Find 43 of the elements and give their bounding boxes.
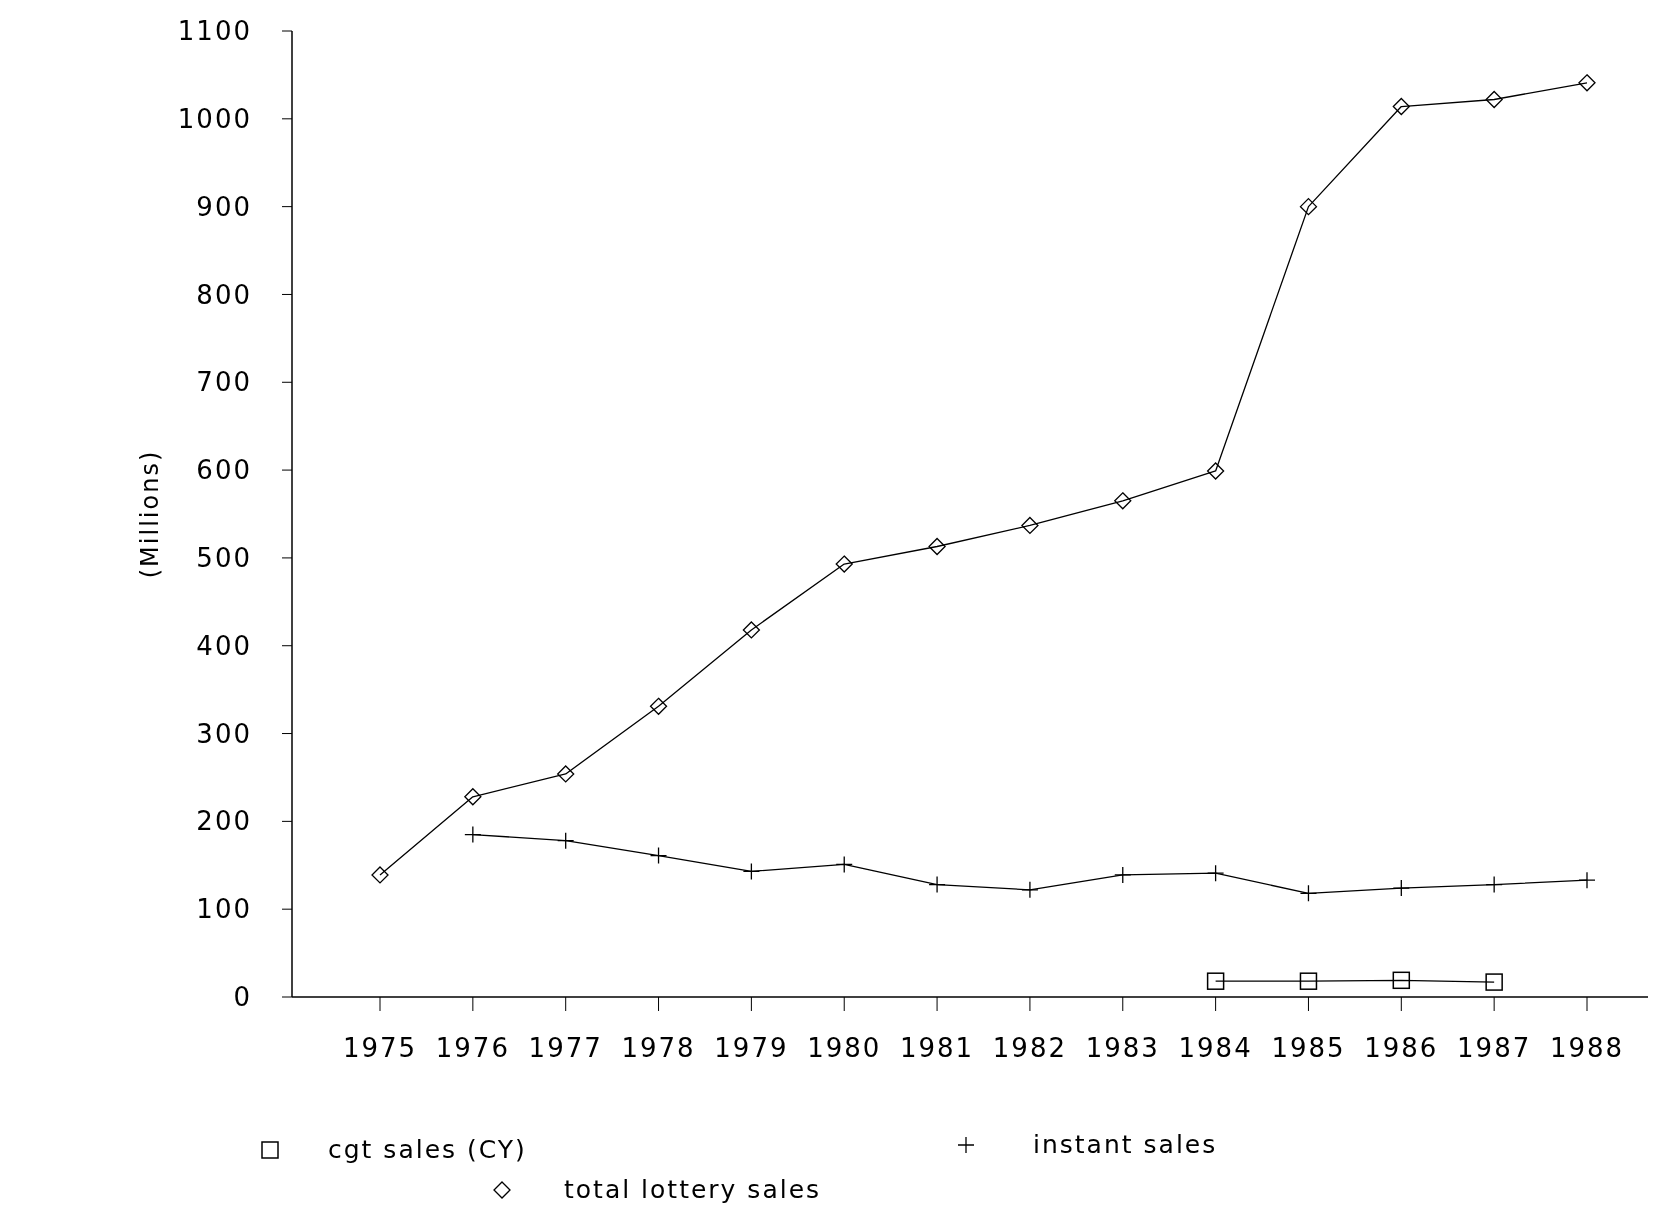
legend-label: instant sales	[1033, 1130, 1218, 1159]
x-tick-label: 1976	[435, 1033, 510, 1063]
x-tick-label: 1978	[621, 1033, 696, 1063]
y-tick-label: 900	[196, 191, 252, 222]
y-tick-label: 500	[196, 543, 252, 574]
y-tick-label: 1000	[177, 103, 252, 134]
point	[464, 788, 482, 806]
x-tick-label: 1975	[342, 1033, 418, 1063]
point	[1021, 516, 1039, 535]
point	[557, 765, 575, 783]
y-tick-label: 600	[196, 455, 252, 486]
x-tick-label: 1986	[1364, 1033, 1439, 1063]
y-tick-label: 800	[196, 279, 252, 310]
x-tick-label: 1977	[528, 1033, 603, 1063]
y-tick-label: 400	[196, 630, 252, 661]
x-tick-label: 1980	[807, 1033, 882, 1063]
point	[1485, 973, 1503, 991]
point	[649, 697, 668, 715]
y-axis-title: (Millions)	[136, 449, 164, 579]
point	[742, 621, 761, 639]
x-tick-label: 1979	[714, 1033, 789, 1063]
x-tick-label: 1981	[899, 1033, 975, 1063]
legend-label: total lottery sales	[564, 1175, 822, 1204]
legend-label: cgt sales (CY)	[328, 1135, 527, 1164]
point	[1299, 972, 1318, 990]
point	[1206, 462, 1225, 480]
point	[1206, 972, 1225, 990]
x-tick-label: 1985	[1271, 1033, 1346, 1063]
x-tick-label: 1988	[1549, 1033, 1625, 1063]
y-tick-label: 200	[196, 806, 252, 837]
y-tick-label: 1100	[177, 16, 252, 47]
x-tick-label: 1983	[1085, 1033, 1160, 1063]
point	[928, 537, 946, 556]
point	[1114, 492, 1132, 510]
y-tick-label: 300	[196, 718, 252, 749]
y-tick-label: 0	[233, 982, 252, 1013]
x-tick-label: 1987	[1457, 1033, 1532, 1063]
x-tick-label: 1982	[992, 1033, 1068, 1063]
y-tick-label: 700	[196, 367, 252, 398]
point	[1392, 971, 1411, 990]
point	[1485, 90, 1503, 109]
x-tick-label: 1984	[1178, 1033, 1253, 1063]
y-tick-label: 100	[196, 894, 252, 925]
